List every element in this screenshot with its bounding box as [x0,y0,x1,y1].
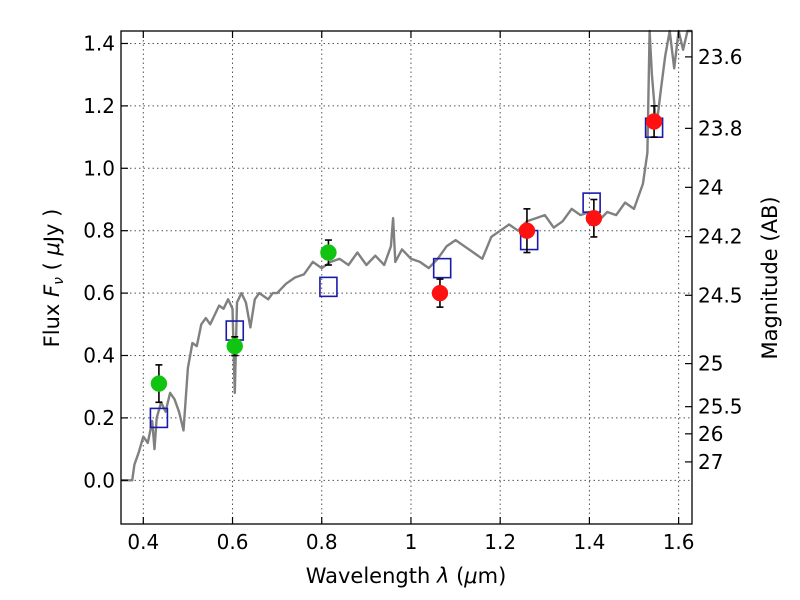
y-tick-label: 1.2 [83,94,115,118]
observed-point [320,244,337,261]
x-tick-label: 0.4 [127,530,159,554]
x-tick-label: 1 [405,530,418,554]
y-tick-label: 0.2 [83,406,115,430]
mag-tick-label: 26 [698,422,723,446]
x-tick-label: 0.8 [306,530,338,554]
observed-point [226,337,244,355]
x-axis-title: Wavelength λ (μm) [306,564,507,588]
marker-layer [149,105,664,429]
observed-point [431,284,449,302]
observed-point [150,375,168,392]
spectrum-line [121,29,692,482]
y-right-axis-title: Magnitude (AB) [758,196,782,359]
observed-point [645,113,663,130]
model-square-marker [149,407,169,429]
y-tick-label: 0.0 [83,468,115,492]
mag-tick-label: 24.5 [698,283,743,307]
y-tick-label: 0.6 [83,281,115,305]
y-tick-label: 0.4 [83,344,115,368]
ticks: 0.4 0.6 0.8 1 1.2 1.4 1.6 0.0 0.2 0.4 0.6 0.8 1.0 1.2… [83,31,743,554]
mag-tick-label: 23.6 [698,45,743,69]
plot-frame [120,30,693,525]
mag-tick-label: 25.5 [698,395,743,419]
model-square-marker [319,276,338,298]
mag-tick-label: 27 [698,450,723,474]
y-tick-label: 0.8 [83,219,115,243]
x-tick-label: 1.4 [573,530,605,554]
grid [121,31,692,524]
y-tick-label: 1.0 [83,156,115,180]
mag-tick-label: 25 [698,352,723,376]
observed-point [518,222,536,239]
y-axis-title: Flux Fν ( μJy ) [40,209,67,348]
spectrum-layer [121,29,692,482]
y-tick-label: 1.4 [83,31,115,55]
mag-tick-label: 23.8 [698,116,743,140]
x-tick-label: 1.2 [484,530,516,554]
mag-tick-label: 24.2 [698,225,743,249]
observed-point [585,209,603,227]
x-tick-label: 0.6 [217,530,249,554]
model-square-marker [432,257,452,279]
x-tick-label: 1.6 [663,530,695,554]
mag-tick-label: 24 [698,175,723,199]
